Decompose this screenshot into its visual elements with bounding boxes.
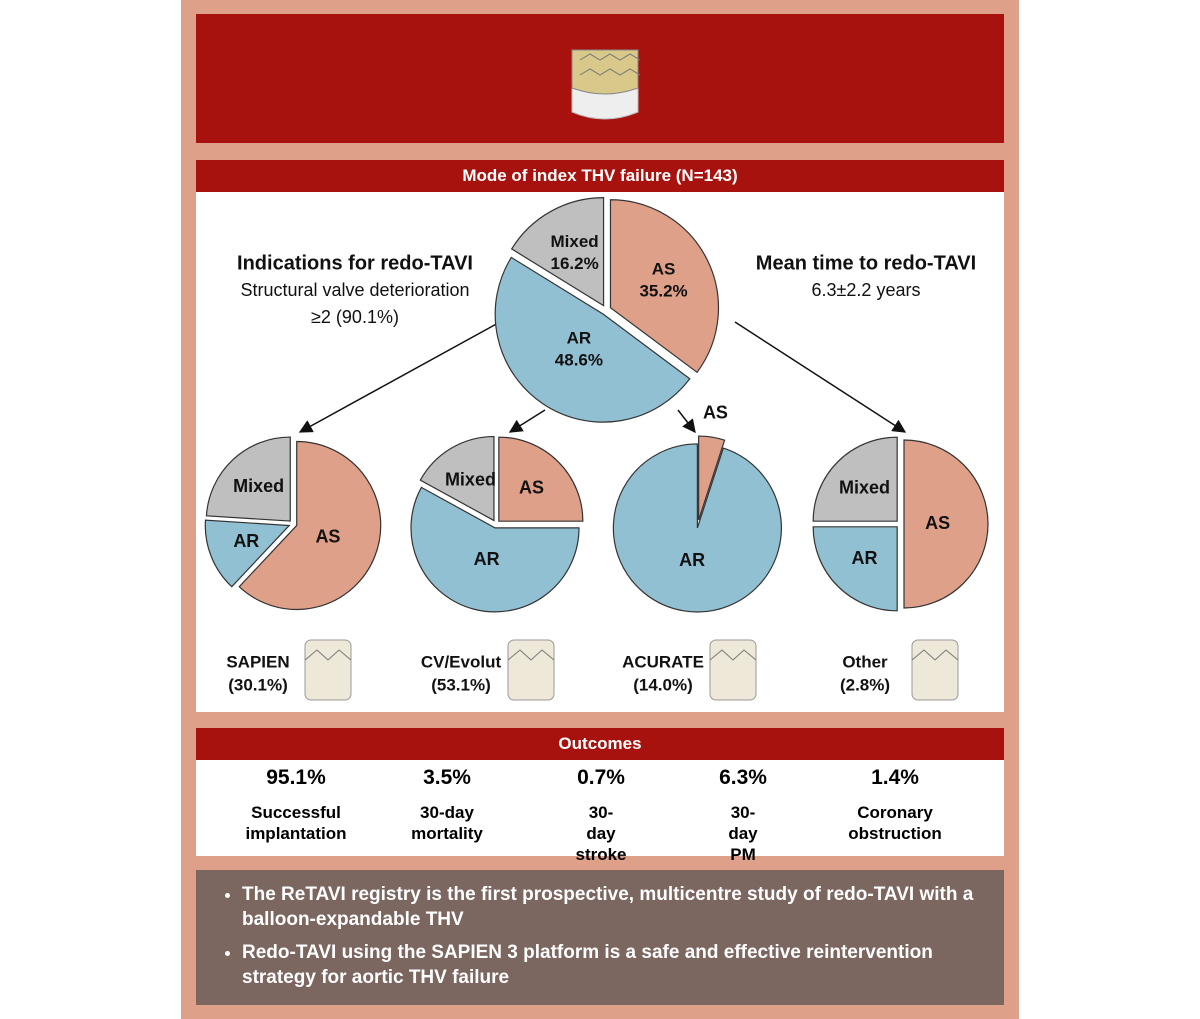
mean-time-title: Mean time to redo-TAVI	[756, 252, 976, 274]
outcome-list: 95.1% Successful implantation 3.5% 30-day m…	[0, 766, 1200, 864]
device-icon	[911, 639, 959, 701]
slice-label: AS	[925, 513, 950, 533]
device-share: (14.0%)	[633, 675, 693, 694]
pie-slice	[410, 486, 580, 613]
summary-panel	[196, 870, 1004, 1005]
summary: The ReTAVI registry is the first prospec…	[220, 882, 980, 998]
bullet: Redo-TAVI using the SAPIEN 3 platform is…	[242, 940, 980, 990]
outcome-value: 6.3%	[719, 766, 767, 789]
mean-time-value: 6.3±2.2 years	[812, 280, 921, 300]
indications-line: Structural valve deterioration	[240, 280, 469, 300]
device-name: ACURATE	[622, 652, 704, 671]
arrows	[298, 321, 907, 434]
slice-label: AR	[679, 550, 705, 570]
pie-slice	[612, 443, 782, 613]
device-share: (53.1%)	[431, 675, 491, 694]
outcome-label: 30-day stroke	[575, 803, 627, 864]
pie-slice	[204, 519, 291, 588]
section-title: Mode of index THV failure (N=143)	[462, 166, 738, 185]
outcome-value: 1.4%	[871, 766, 919, 789]
pie-slice	[498, 436, 584, 522]
device-frame	[507, 649, 555, 661]
slice-label: Mixed	[551, 232, 599, 251]
device-body	[911, 639, 959, 701]
pie-slice	[903, 439, 989, 609]
slice-label: AS	[652, 260, 676, 279]
device-share: (2.8%)	[840, 675, 890, 694]
outcome-label: 30-day PM	[728, 803, 758, 864]
slice-label: AR	[474, 549, 500, 569]
slice-label: AR	[233, 531, 259, 551]
indications-title: Indications for redo-TAVI	[237, 252, 473, 274]
device-name: SAPIEN	[226, 652, 289, 671]
slice-label: Mixed	[233, 476, 284, 496]
pie-slice	[609, 199, 720, 374]
device-body	[507, 639, 555, 701]
device-icon	[507, 639, 555, 701]
pie-slice	[238, 440, 382, 611]
device-name: CV/Evolut	[421, 652, 502, 671]
outcome-label: Coronary obstruction	[848, 803, 942, 843]
outcome-label: Successful implantation	[245, 803, 347, 843]
device-body	[709, 639, 757, 701]
bullet-list: The ReTAVI registry is the first prospec…	[220, 882, 980, 990]
slice-label: AS	[315, 527, 340, 547]
pie-slice	[812, 436, 898, 522]
valve-icon	[571, 49, 641, 120]
outcome: 6.3% 30-day PM	[668, 766, 818, 865]
slice-value-label: 16.2%	[551, 254, 599, 273]
device-icon	[709, 639, 757, 701]
outcome-label: 30-day mortality	[411, 803, 483, 843]
outcome: 3.5% 30-day mortality	[372, 766, 522, 844]
outcome-value: 3.5%	[423, 766, 471, 789]
device-frame	[304, 649, 352, 661]
outcome-value: 0.7%	[577, 766, 625, 789]
outcomes-title: Outcomes	[558, 734, 642, 753]
outcome-value: 95.1%	[266, 766, 326, 789]
slice-value-label: 48.6%	[555, 350, 603, 369]
slice-label: AR	[852, 548, 878, 568]
pie-slice	[419, 435, 495, 522]
pie-slice	[205, 436, 291, 522]
slice-label: Mixed	[839, 477, 890, 497]
device-frame	[709, 649, 757, 661]
outcome: 95.1% Successful implantation	[221, 766, 371, 844]
outcome: 1.4% Coronary obstruction	[820, 766, 970, 844]
slice-label: AS	[703, 403, 728, 423]
outcomes-panel	[196, 760, 1004, 856]
pie-slice	[812, 526, 898, 612]
pie-slice	[510, 197, 605, 307]
indications-line: ≥2 (90.1%)	[311, 307, 399, 327]
device-name: Other	[842, 652, 888, 671]
device-frame	[911, 649, 959, 661]
slice-label: AR	[567, 328, 592, 347]
pie-slice	[698, 435, 726, 521]
outcome: 0.7% 30-day stroke	[526, 766, 676, 865]
slice-label: Mixed	[445, 470, 496, 490]
slice-label: AS	[519, 477, 544, 497]
device-icon	[304, 639, 352, 701]
bullet: The ReTAVI registry is the first prospec…	[242, 882, 980, 932]
device-share: (30.1%)	[228, 675, 288, 694]
slice-value-label: 35.2%	[639, 282, 687, 301]
section-bar	[196, 160, 1004, 192]
device-body	[304, 639, 352, 701]
pie-slice	[494, 256, 691, 423]
outcomes-bar	[196, 728, 1004, 760]
